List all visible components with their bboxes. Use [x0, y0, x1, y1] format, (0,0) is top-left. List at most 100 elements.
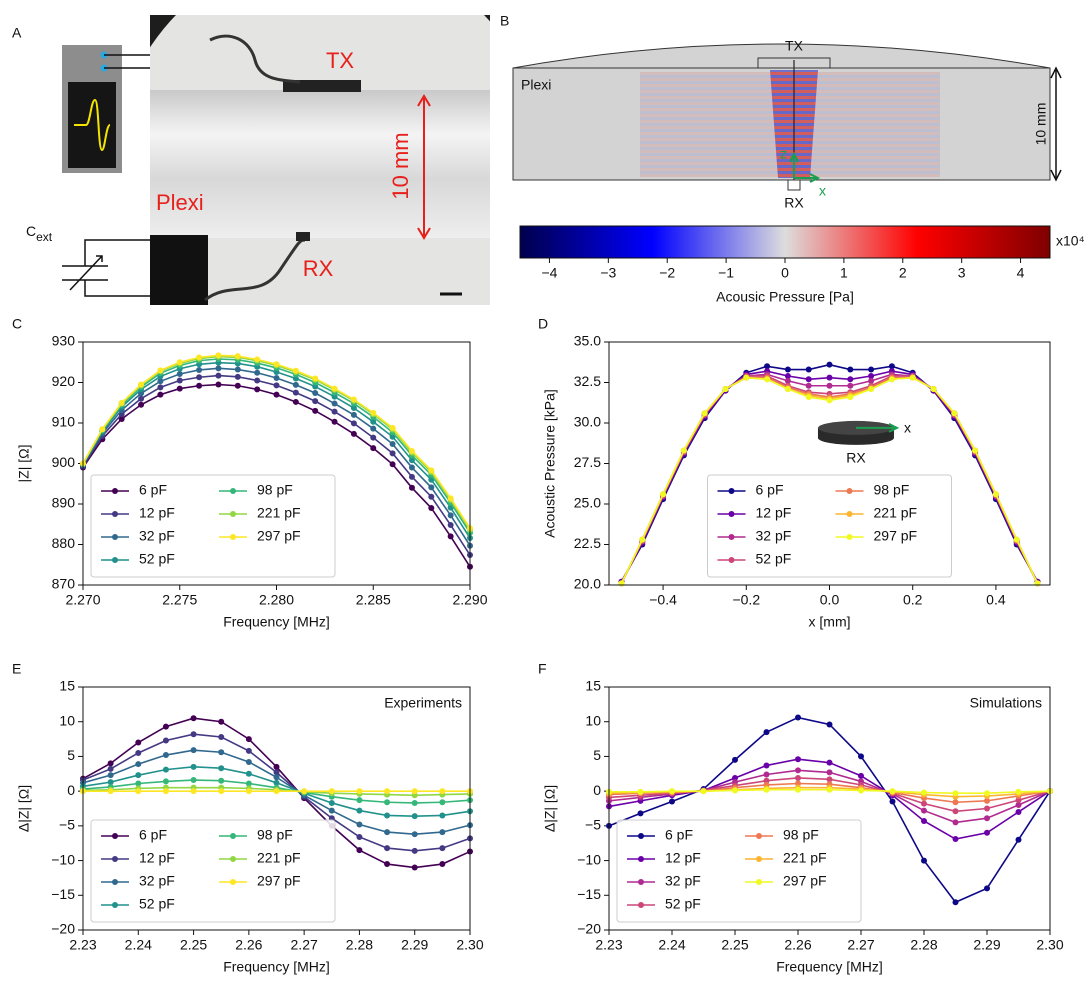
marker: [190, 715, 197, 722]
marker: [858, 753, 864, 760]
marker: [162, 766, 169, 773]
y-tick-label: 27.5: [574, 454, 601, 470]
marker: [411, 831, 418, 838]
marker: [384, 861, 391, 868]
marker: [888, 363, 895, 370]
dimension-arrow: [1050, 66, 1062, 182]
marker: [190, 731, 197, 738]
x-axis-label: Frequency [MHz]: [776, 959, 883, 975]
y-axis-label: Δ|Z| [Ω]: [542, 785, 558, 832]
rx-label: RX: [784, 195, 804, 211]
x-axis-label: Frequency [MHz]: [223, 614, 330, 630]
legend-label: 221 pF: [783, 850, 827, 866]
marker: [162, 788, 169, 795]
marker: [408, 484, 415, 491]
panel-label: E: [12, 661, 21, 677]
marker: [118, 415, 125, 422]
marker: [384, 788, 391, 795]
x-tick-label: 2.27: [291, 937, 318, 953]
marker: [732, 774, 738, 781]
marker: [952, 808, 959, 815]
marker: [138, 395, 145, 402]
legend-marker: [728, 488, 735, 494]
y-axis-label: Acoustic Pressure [kPa]: [542, 389, 558, 538]
marker: [722, 385, 729, 392]
marker: [763, 762, 770, 769]
legend-marker: [846, 511, 853, 517]
y-tick-label: 35.0: [574, 333, 601, 349]
panel-label: B: [500, 13, 509, 29]
marker: [331, 385, 338, 392]
y-tick-label: 0: [593, 782, 601, 798]
dome: [512, 43, 1051, 69]
marker: [215, 381, 222, 388]
marker: [245, 736, 252, 743]
legend-label: 52 pF: [139, 551, 175, 567]
photo: [150, 15, 490, 305]
marker: [218, 788, 225, 795]
marker: [99, 426, 106, 433]
legend-box: [707, 474, 952, 578]
marker: [763, 729, 770, 736]
legend-marker: [112, 902, 118, 908]
marker: [952, 899, 959, 906]
marker: [408, 447, 415, 454]
y-tick-label: −10: [51, 851, 75, 867]
marker: [868, 373, 875, 380]
x-tick-label: 2.270: [65, 592, 100, 608]
marker: [909, 374, 916, 381]
marker: [356, 788, 363, 795]
marker: [763, 777, 770, 784]
marker: [732, 787, 738, 794]
capacitor-symbol: C: [26, 223, 36, 239]
legend-label: 32 pF: [139, 873, 175, 889]
marker: [784, 373, 791, 380]
axes-frame: [608, 686, 1051, 931]
legend-box: [90, 474, 336, 578]
marker: [763, 786, 770, 793]
legend-label: 98 pF: [257, 482, 293, 498]
marker: [439, 812, 446, 819]
marker: [350, 396, 357, 403]
marker: [196, 366, 203, 373]
y-tick-label: 32.5: [574, 373, 601, 389]
y-tick-label: −15: [577, 886, 601, 902]
marker: [215, 372, 222, 379]
marker: [176, 377, 183, 384]
marker: [384, 829, 391, 836]
marker: [795, 774, 801, 781]
marker: [356, 807, 363, 814]
marker: [273, 769, 280, 776]
marker: [234, 382, 241, 389]
marker: [868, 377, 875, 384]
colorbar: [519, 225, 1051, 259]
marker: [389, 461, 396, 468]
marker: [215, 352, 222, 359]
y-axis-label: |Z| [Ω]: [16, 445, 32, 483]
y-tick-label: −15: [51, 886, 75, 902]
x-tick-label: 2.290: [452, 592, 487, 608]
marker: [254, 369, 261, 376]
legend-marker: [230, 534, 236, 540]
marker: [428, 493, 435, 500]
tx-label: TX: [326, 48, 354, 73]
marker: [196, 354, 203, 361]
legend-marker: [638, 879, 644, 885]
legend-label: 98 pF: [257, 827, 293, 843]
y-tick-label: −20: [51, 921, 75, 937]
y-tick-label: 20.0: [574, 576, 601, 592]
marker: [784, 385, 791, 392]
x-tick-label: 2.25: [721, 937, 748, 953]
marker: [135, 739, 142, 746]
marker: [858, 787, 864, 794]
legend-label: 6 pF: [139, 827, 167, 843]
marker: [190, 747, 197, 754]
marker: [118, 399, 125, 406]
marker: [447, 533, 454, 540]
legend-label: 6 pF: [665, 827, 693, 843]
marker: [408, 473, 415, 480]
legend-marker: [638, 902, 644, 908]
marker: [805, 394, 812, 401]
marker: [245, 758, 252, 765]
y-tick-label: 15: [59, 678, 75, 694]
